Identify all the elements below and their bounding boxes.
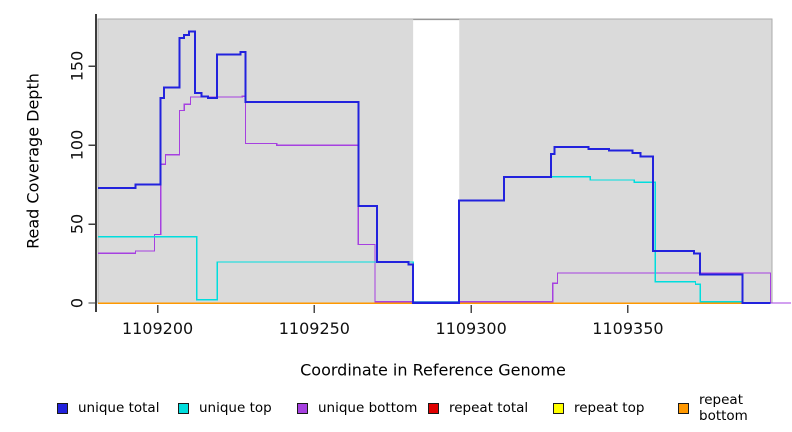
legend-label: repeat total [449,400,529,416]
legend-swatch-unique-bottom [297,402,308,414]
legend-swatch-unique-top [178,402,189,414]
legend-item-unique-bottom: unique bottom [297,400,417,416]
x-tick-label: 1109350 [592,319,664,338]
legend-label: repeat bottom [699,392,748,424]
legend-label: repeat top [574,400,645,416]
legend-item-unique-total: unique total [57,400,159,416]
x-tick-label: 1109200 [121,319,194,338]
legend-swatch-repeat-bottom [678,402,689,414]
legend-label: unique bottom [318,400,418,416]
x-tick-label: 1109250 [278,319,350,338]
legend-item-repeat-top: repeat top [553,400,644,416]
y-tick-label: 0 [67,297,87,309]
legend-item-unique-top: unique top [178,400,272,416]
legend-label: unique top [199,400,272,416]
legend-label: unique total [78,400,160,416]
x-axis-title: Coordinate in Reference Genome [300,360,566,380]
legend-swatch-repeat-top [553,402,564,414]
y-tick-label: 50 [67,213,87,235]
legend-item-repeat-total: repeat total [428,400,528,416]
y-tick-label: 100 [67,129,87,161]
legend-item-repeat-bottom: repeat bottom [678,392,792,424]
legend-swatch-unique-total [57,402,68,414]
y-tick-label: 150 [67,51,87,82]
legend-swatch-repeat-total [428,402,439,414]
y-axis-title: Read Coverage Depth [23,73,43,249]
x-tick-label: 1109300 [435,319,507,338]
